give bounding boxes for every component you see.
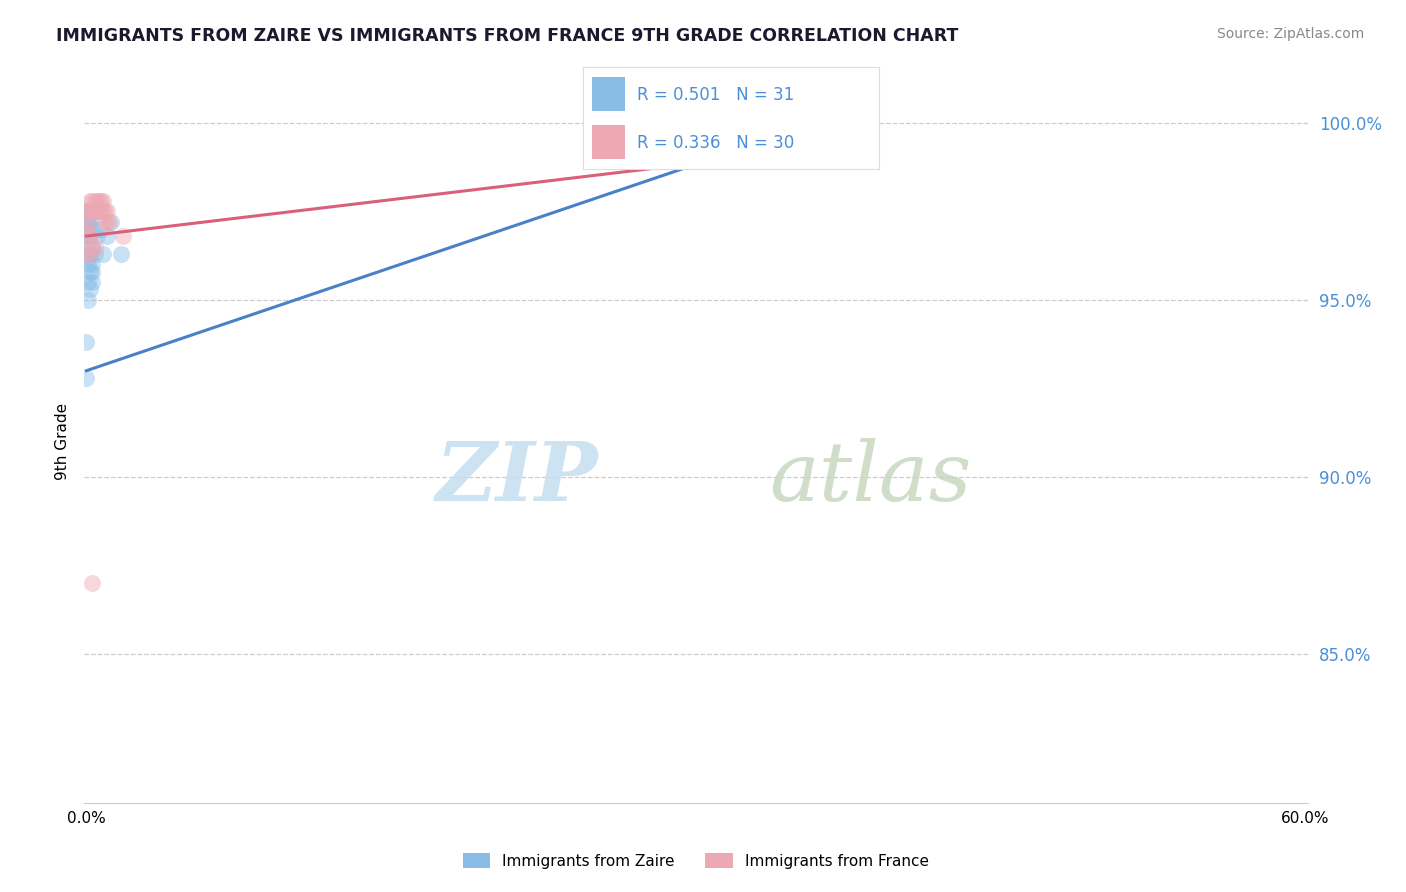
Point: [79, 215, 101, 229]
Y-axis label: 9th Grade: 9th Grade: [55, 403, 70, 480]
Point: [79, 194, 101, 208]
Point: [82, 257, 104, 271]
Point: [83, 194, 105, 208]
Point: [79, 204, 101, 219]
Point: [82, 576, 104, 591]
Text: Source: ZipAtlas.com: Source: ZipAtlas.com: [1216, 27, 1364, 41]
Point: [82, 240, 104, 254]
Point: [75, 204, 97, 219]
Point: [75, 215, 97, 229]
Text: R = 0.501   N = 31: R = 0.501 N = 31: [637, 86, 794, 103]
Point: [77, 204, 100, 219]
Point: [90, 222, 112, 236]
Point: [77, 257, 100, 271]
Point: [83, 247, 105, 261]
Point: [86, 229, 108, 244]
Text: atlas: atlas: [769, 438, 972, 517]
Point: [86, 194, 108, 208]
Point: [93, 204, 115, 219]
Point: [77, 275, 100, 289]
Point: [79, 282, 101, 296]
Point: [77, 247, 100, 261]
Point: [75, 371, 97, 385]
Point: [93, 215, 115, 229]
Point: [82, 222, 104, 236]
Point: [110, 247, 132, 261]
Point: [91, 194, 114, 208]
Point: [75, 335, 97, 350]
Point: [82, 194, 104, 208]
Point: [111, 229, 134, 244]
Point: [91, 204, 114, 219]
Point: [87, 194, 110, 208]
Bar: [592, 77, 624, 111]
Text: ZIP: ZIP: [436, 438, 598, 517]
Point: [79, 247, 101, 261]
Point: [91, 247, 114, 261]
Point: [82, 204, 104, 219]
Point: [97, 215, 120, 229]
Point: [87, 204, 110, 219]
Point: [96, 215, 118, 229]
Point: [79, 204, 101, 219]
Point: [79, 229, 101, 244]
Text: IMMIGRANTS FROM ZAIRE VS IMMIGRANTS FROM FRANCE 9TH GRADE CORRELATION CHART: IMMIGRANTS FROM ZAIRE VS IMMIGRANTS FROM…: [56, 27, 959, 45]
Point: [75, 222, 97, 236]
Point: [75, 222, 97, 236]
Point: [90, 194, 112, 208]
Legend: Immigrants from Zaire, Immigrants from France: Immigrants from Zaire, Immigrants from F…: [457, 847, 935, 875]
Point: [77, 251, 100, 265]
Point: [90, 204, 112, 219]
Point: [82, 264, 104, 278]
Point: [77, 204, 100, 219]
Point: [82, 240, 104, 254]
Point: [86, 204, 108, 219]
Point: [100, 215, 122, 229]
Point: [79, 264, 101, 278]
Point: [96, 204, 118, 219]
Point: [77, 229, 100, 244]
Point: [77, 240, 100, 254]
Point: [79, 229, 101, 244]
Point: [83, 240, 105, 254]
Bar: [592, 126, 624, 159]
Point: [77, 293, 100, 307]
Point: [96, 229, 118, 244]
Point: [77, 215, 100, 229]
Point: [77, 229, 100, 244]
Point: [83, 204, 105, 219]
Point: [82, 275, 104, 289]
Point: [77, 215, 100, 229]
Point: [79, 247, 101, 261]
Text: R = 0.336   N = 30: R = 0.336 N = 30: [637, 134, 794, 152]
